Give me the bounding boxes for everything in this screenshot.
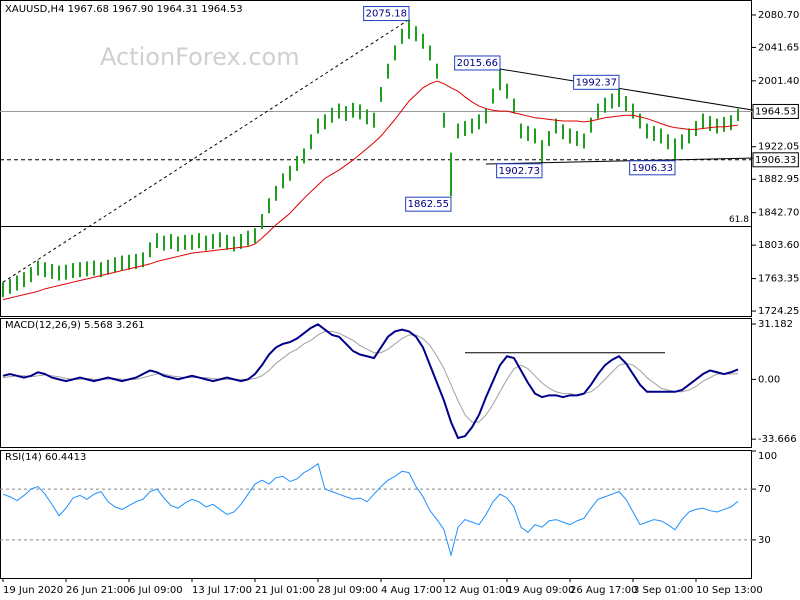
horizontal-line-label: 1906.33 xyxy=(755,155,796,166)
moving-average xyxy=(2,80,739,301)
high-label: 2075.18 xyxy=(366,9,407,20)
trend-line xyxy=(499,68,756,112)
y-tick-label: 2001.40 xyxy=(758,76,799,87)
x-tick-label: 4 Aug 17:00 xyxy=(381,585,442,596)
y-tick-label: 70 xyxy=(758,484,771,495)
x-tick-label: 26 Jun 21:00 xyxy=(66,585,130,596)
y-tick-label: 0.00 xyxy=(758,374,780,385)
high-label: 2015.66 xyxy=(457,58,498,69)
x-tick-label: 19 Aug 09:00 xyxy=(507,585,574,596)
y-tick-label: 1882.95 xyxy=(758,174,799,185)
y-tick-label: 1803.60 xyxy=(758,240,799,251)
high-label-box xyxy=(363,6,410,22)
rsi-title: RSI(14) 60.4413 xyxy=(5,452,86,463)
low-label: 1902.73 xyxy=(499,166,540,177)
y-tick-label: 1922.05 xyxy=(758,142,799,153)
y-tick-label: -33.666 xyxy=(758,434,797,445)
x-tick-label: 21 Jul 01:00 xyxy=(255,585,315,596)
low-label: 1906.33 xyxy=(632,163,673,174)
price-line-label-box xyxy=(752,103,799,119)
horizontal-line-label-box xyxy=(752,152,799,168)
x-tick-label: 28 Jul 09:00 xyxy=(318,585,378,596)
x-tick-label: 12 Aug 01:00 xyxy=(444,585,511,596)
high-label: 1992.37 xyxy=(576,77,617,88)
trend-line xyxy=(485,157,756,165)
macd-title: MACD(12,26,9) 5.568 3.261 xyxy=(5,320,145,331)
watermark: ActionForex.com xyxy=(100,43,300,71)
x-tick-label: 13 Jul 17:00 xyxy=(192,585,252,596)
price-title: XAUUSD,H4 1967.68 1967.90 1964.31 1964.5… xyxy=(5,4,243,15)
y-tick-label: 1724.25 xyxy=(758,306,799,317)
price-line-label: 1964.53 xyxy=(755,106,796,117)
y-tick-label: 30 xyxy=(758,535,771,546)
x-tick-label: 6 Jul 09:00 xyxy=(129,585,183,596)
y-tick-label: 1763.35 xyxy=(758,274,799,285)
fib-label: 61.8 xyxy=(729,215,749,225)
trend-line xyxy=(2,19,410,283)
x-tick-label: 10 Sep 13:00 xyxy=(696,585,763,596)
y-tick-label: 1842.70 xyxy=(758,208,799,219)
x-tick-label: 19 Jun 2020 xyxy=(3,585,63,596)
macd-panel xyxy=(0,318,752,448)
y-tick-label: 31.182 xyxy=(758,319,793,330)
y-tick-label: 2080.70 xyxy=(758,10,799,21)
low-label-box xyxy=(405,196,452,212)
series-line xyxy=(2,462,739,558)
x-tick-label: 26 Aug 17:00 xyxy=(570,585,637,596)
x-tick-label: 3 Sep 01:00 xyxy=(633,585,693,596)
low-label-box xyxy=(629,160,676,176)
high-label-box xyxy=(573,74,620,90)
series-line xyxy=(2,323,739,440)
y-tick-label: 2041.65 xyxy=(758,42,799,53)
high-label-box xyxy=(454,55,501,71)
low-label-box xyxy=(496,163,543,179)
y-tick-label: 100 xyxy=(758,451,777,462)
rsi-panel xyxy=(0,450,752,579)
low-label: 1862.55 xyxy=(408,199,449,210)
